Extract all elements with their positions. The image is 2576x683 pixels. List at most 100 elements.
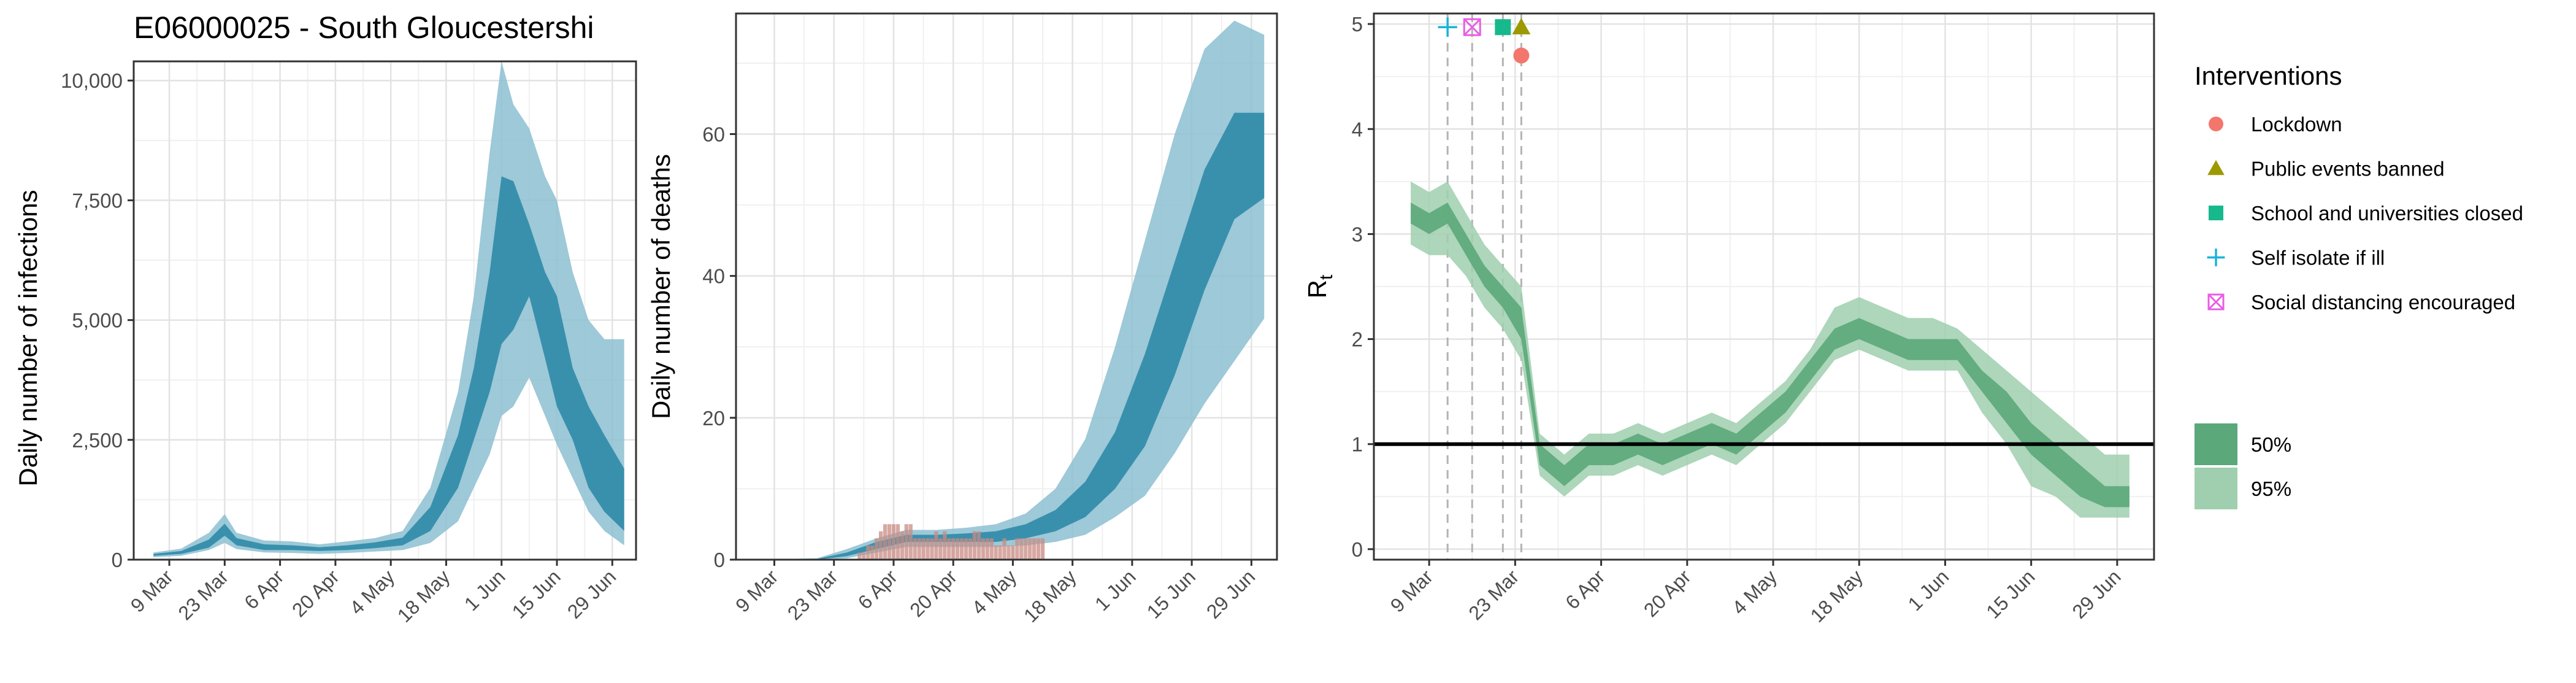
- panel-2-death-bar: [1032, 538, 1037, 560]
- panel-2-xtick-label: 1 Jun: [1091, 565, 1140, 615]
- panel-2-death-bar: [943, 531, 947, 560]
- panel-2-death-bar: [964, 538, 968, 560]
- panel-2-death-bar: [926, 538, 930, 560]
- panel-1-ytick-label: 7,500: [72, 189, 123, 212]
- panel-2-ylabel: Daily number of deaths: [646, 154, 675, 419]
- panel-2-death-bar: [870, 545, 875, 560]
- panel-3-marker-triangle: [1512, 18, 1531, 34]
- panel-3-marker-square-x: [1463, 18, 1481, 36]
- panel-1-xtick-label: 4 May: [345, 565, 399, 619]
- panel-2-death-bar: [1024, 538, 1028, 560]
- panel-3-ytick-label: 4: [1352, 118, 1363, 141]
- panel-3-ytick-label: 1: [1352, 433, 1363, 456]
- panel-2-death-bar: [956, 538, 960, 560]
- legend-title: Interventions: [2195, 61, 2342, 90]
- legend-band-label: 95%: [2251, 477, 2291, 500]
- panel-2-death-bar: [1011, 545, 1015, 560]
- panel-2-death-bar: [887, 524, 892, 560]
- legend-band-label: 50%: [2251, 433, 2291, 456]
- panel-3-xtick-label: 4 May: [1728, 565, 1781, 619]
- panel-2-xtick-label: 15 Jun: [1143, 565, 1200, 622]
- legend-square-icon: [2209, 206, 2223, 220]
- panel-3-marker-square: [1495, 19, 1511, 36]
- panel-2-death-bar: [947, 538, 951, 560]
- panel-1-xtick-label: 1 Jun: [460, 565, 510, 615]
- panel-2-death-bar: [934, 531, 938, 560]
- panel-2-death-bar: [951, 538, 956, 560]
- panel-2-death-bar: [989, 538, 994, 560]
- panel-2-xtick-label: 9 Mar: [731, 565, 783, 617]
- panel-2-death-bar: [895, 524, 900, 560]
- legend-circle-icon: [2209, 117, 2223, 131]
- panel-1-ytick-label: 2,500: [72, 429, 123, 452]
- panel-2-death-bar: [1019, 538, 1024, 560]
- panel-2-band-50: [757, 112, 1265, 560]
- panel-3-xtick-label: 1 Jun: [1904, 565, 1953, 615]
- panel-1-ytick-label: 0: [112, 549, 123, 571]
- panel-2-death-bar: [976, 531, 981, 560]
- panel-2-ytick-label: 0: [714, 549, 725, 571]
- panel-2-death-bar: [1040, 538, 1045, 560]
- panel-2-death-bar: [875, 538, 879, 560]
- panel-2-death-bar: [883, 524, 887, 560]
- panel-2-death-bar: [857, 552, 862, 560]
- legend-plus-icon: [2207, 249, 2225, 266]
- panel-2-xtick-label: 20 Apr: [905, 565, 961, 621]
- panel-1-ytick-label: 5,000: [72, 309, 123, 332]
- panel-2-death-bar: [913, 538, 917, 560]
- panel-2-death-bar: [908, 524, 913, 560]
- panel-2-death-bar: [891, 524, 896, 560]
- panel-1-border: [132, 60, 637, 561]
- legend-item-label: Public events banned: [2251, 158, 2445, 180]
- panel-2-death-bar: [959, 538, 964, 560]
- legend-band-swatch: [2195, 468, 2237, 509]
- panel-3-band-50: [1411, 203, 2129, 507]
- panel-3-ylabel-subscript: t: [1316, 274, 1336, 280]
- panel-2-ytick-label: 60: [702, 123, 725, 145]
- legend-square-x-icon: [2207, 293, 2225, 311]
- panel-1-ylabel: Daily number of infections: [13, 190, 42, 486]
- panel-2-death-bar: [998, 545, 1002, 560]
- panel-3-xtick-label: 23 Mar: [1464, 565, 1523, 624]
- panel-2-xtick-label: 18 May: [1019, 565, 1081, 627]
- panel-3-xtick-label: 20 Apr: [1639, 565, 1695, 621]
- panel-2-death-bar: [904, 524, 908, 560]
- legend-item-label: Self isolate if ill: [2251, 247, 2385, 269]
- panel-2-death-bar: [1006, 545, 1011, 560]
- panel-1-band-50: [153, 176, 624, 556]
- panel-2-death-bar: [981, 538, 985, 560]
- panel-2-death-bar: [879, 531, 883, 560]
- legend-item-label: School and universities closed: [2251, 202, 2523, 225]
- panel-1-xtick-label: 20 Apr: [288, 565, 343, 621]
- panel-1-title: E06000025 - South Gloucestershi: [134, 10, 594, 45]
- panel-1-xtick-label: 18 May: [393, 565, 454, 627]
- panel-2-death-bar: [1015, 538, 1019, 560]
- panel-2-death-bar: [930, 538, 934, 560]
- panel-3-ytick-label: 0: [1352, 538, 1363, 561]
- panel-2-death-bar: [1028, 538, 1032, 560]
- panel-2-xtick-label: 23 Mar: [783, 565, 842, 624]
- panel-2-death-bar: [938, 538, 943, 560]
- panel-2-death-bar: [985, 538, 989, 560]
- panel-2-death-bar: [866, 545, 870, 560]
- panel-1-xtick-label: 23 Mar: [174, 565, 232, 624]
- panel-3-marker-square-x: [1463, 18, 1481, 36]
- panel-2-death-bar: [1002, 538, 1006, 560]
- panel-2-death-bar: [968, 538, 973, 560]
- panel-3-marker-plus: [1438, 17, 1457, 37]
- panel-2-death-bar: [900, 531, 904, 560]
- panel-3-xtick-label: 6 Apr: [1561, 565, 1609, 614]
- panel-1-xtick-label: 15 Jun: [508, 565, 565, 622]
- panel-1-ytick-label: 10,000: [61, 69, 123, 92]
- panel-3-marker-circle: [1513, 47, 1530, 64]
- panel-3: 0 1 2 3 4 5 9 Mar 23 Mar 6 Apr 20 Apr 4 May 18 May 1…: [1303, 12, 2155, 627]
- panel-3-border: [1373, 12, 2155, 561]
- panel-2-xtick-label: 29 Jun: [1202, 565, 1259, 622]
- panel-3-ylabel: Rt: [1303, 274, 1336, 298]
- panel-2-border: [735, 12, 1278, 561]
- legend: Interventions Lockdown Public events banne…: [2195, 61, 2523, 509]
